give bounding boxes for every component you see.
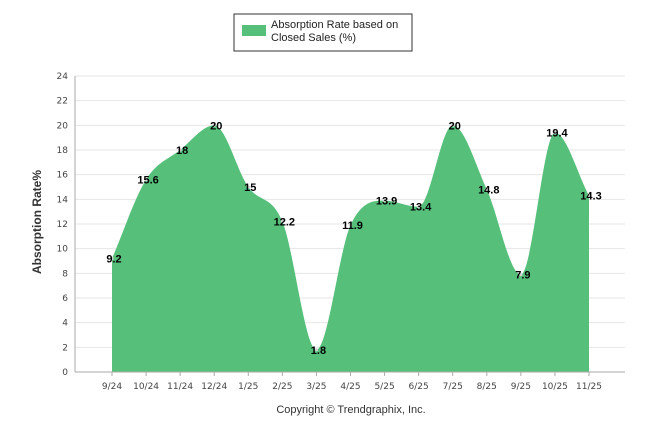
data-label: 15.6	[137, 175, 158, 187]
data-point	[178, 148, 182, 152]
data-label: 13.4	[410, 202, 432, 214]
data-point	[382, 198, 387, 203]
legend-swatch	[242, 25, 266, 36]
legend-label-line2: Closed Sales (%)	[271, 32, 356, 44]
data-label: 12.2	[274, 217, 295, 229]
data-label: 1.8	[311, 345, 326, 357]
y-tick-label: 8	[62, 269, 68, 279]
y-tick-label: 4	[62, 319, 68, 329]
y-tick-label: 16	[57, 171, 69, 181]
y-tick-label: 20	[57, 121, 69, 131]
data-point	[417, 205, 421, 209]
data-point	[280, 219, 284, 224]
y-tick-label: 18	[57, 146, 69, 156]
y-axis-label: Absorption Rate%	[30, 170, 44, 274]
data-label: 14.8	[478, 184, 499, 196]
x-tick-label: 8/25	[477, 382, 497, 392]
y-tick-label: 2	[62, 343, 68, 353]
data-label: 20	[210, 120, 222, 132]
data-point	[587, 194, 591, 198]
data-point	[451, 123, 455, 127]
x-tick-label: 11/25	[576, 382, 602, 392]
data-point	[110, 256, 114, 261]
data-point	[485, 187, 489, 192]
y-tick-label: 24	[57, 72, 69, 82]
y-tick-label: 14	[57, 195, 69, 205]
data-label: 19.4	[546, 128, 568, 140]
x-tick-label: 11/24	[167, 382, 193, 392]
x-tick-label: 4/25	[340, 382, 360, 392]
x-tick-label: 1/25	[238, 382, 258, 392]
x-tick-label: 7/25	[443, 382, 463, 392]
x-tick-label: 10/25	[542, 382, 568, 392]
x-tick-label: 5/25	[374, 382, 394, 392]
x-tick-label: 9/24	[102, 382, 122, 392]
x-tick-label: 2/25	[272, 382, 292, 392]
area-fill	[112, 125, 589, 372]
y-tick-label: 0	[62, 368, 68, 378]
copyright-text: Copyright © Trendgraphix, Inc.	[276, 404, 425, 416]
data-point	[314, 348, 319, 352]
data-label: 7.9	[515, 270, 530, 282]
data-labels: 9.2 15.6 18 20 15 12.2 1.8 11.9 13.9 13.4 20 14.8 7.…	[106, 120, 601, 356]
legend: Absorption Rate based on Closed Sales (%…	[233, 13, 413, 52]
y-tick-label: 10	[57, 245, 69, 255]
data-label: 20	[449, 120, 461, 132]
x-tick-label: 6/25	[409, 382, 429, 392]
data-point	[348, 223, 353, 227]
data-point	[144, 178, 148, 182]
data-label: 15	[244, 182, 256, 194]
y-tick-label: 6	[62, 294, 68, 304]
data-point	[212, 123, 216, 127]
data-point	[246, 185, 250, 189]
data-label: 13.9	[376, 196, 397, 208]
data-label: 18	[176, 145, 188, 157]
data-label: 14.3	[580, 191, 601, 203]
data-label: 11.9	[342, 220, 363, 232]
data-point	[519, 272, 523, 277]
legend-label-line1: Absorption Rate based on	[271, 19, 398, 31]
x-tick-label: 12/24	[201, 382, 227, 392]
area-series	[110, 123, 591, 372]
data-label: 9.2	[106, 254, 121, 266]
x-tick-label: 9/25	[511, 382, 531, 392]
y-tick-label: 22	[57, 97, 68, 107]
x-tick-label: 10/24	[133, 382, 159, 392]
y-tick-label: 12	[57, 220, 68, 230]
x-tick-label: 3/25	[306, 382, 326, 392]
data-point	[553, 131, 557, 135]
